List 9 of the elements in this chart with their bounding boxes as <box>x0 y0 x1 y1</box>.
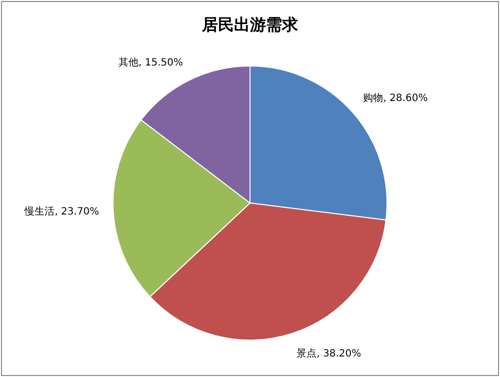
slice-label: 购物 <box>363 93 384 104</box>
data-label: , 15.50% <box>138 58 184 69</box>
slice-label: 其他 <box>118 56 139 69</box>
chart-title: 居民出游需求 <box>201 15 299 34</box>
data-label: , 28.60% <box>383 93 428 104</box>
data-label: , 38.20% <box>316 348 362 360</box>
data-label: , 23.70% <box>54 206 100 218</box>
slice-label: 景点 <box>296 348 317 360</box>
slice-label: 慢生活 <box>24 206 55 218</box>
